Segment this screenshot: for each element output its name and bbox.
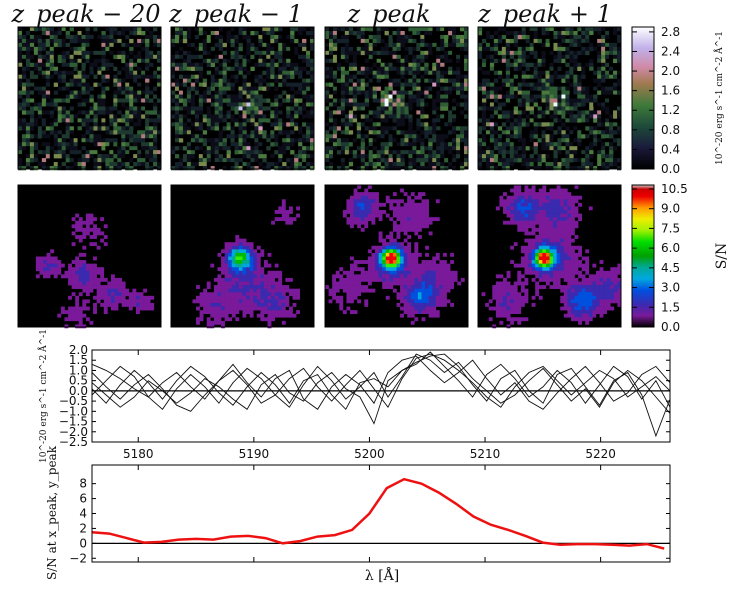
flux-map-2 xyxy=(170,26,315,171)
cb-sn-tick-label-0: 0.0 xyxy=(661,320,680,334)
spectra-ytick-0: 2.0 xyxy=(69,343,88,357)
colorbar-flux-ticks: 0.0 0.4 0.8 1.2 1.6 2.0 2.4 2.8 xyxy=(632,25,680,176)
spectra-ytick-3: 0.5 xyxy=(69,374,88,388)
sn-map-3 xyxy=(324,184,469,328)
sn-map-4 xyxy=(477,184,622,329)
spectra-xtick-4: 5220 xyxy=(585,447,616,461)
spectra-panel: 2.01.51.00.50.0−0.5−1.0−1.5−2.0−2.5 5180 5… xyxy=(59,343,671,461)
cb-flux-tick-label-3: 1.2 xyxy=(661,103,680,117)
spectra-xtick-0: 5180 xyxy=(123,447,154,461)
spectra-ytick-8: −2.0 xyxy=(59,425,88,439)
spectra-ytick-1: 1.5 xyxy=(69,353,88,367)
sn-ytick-5: 8 xyxy=(79,477,87,491)
title-col-1: z_peak − 20 xyxy=(11,0,161,28)
cb-flux-tick-label-0: 0.0 xyxy=(661,162,680,176)
spectra-ytick-2: 1.0 xyxy=(69,363,88,377)
title-col-4: z_peak + 1 xyxy=(477,0,612,28)
spectra-ylabel: 10^-20 erg s^-1 cm^-2 Å^-1 xyxy=(37,329,49,463)
spectrum-series-4 xyxy=(91,355,671,412)
x-axis-label: λ [Å] xyxy=(365,566,399,584)
spectrum-series-1 xyxy=(91,353,671,409)
flux-map-row xyxy=(17,26,622,171)
sn-ytick-1: 0 xyxy=(79,536,87,550)
cb-flux-tick-label-1: 0.4 xyxy=(661,142,680,156)
cb-flux-tick-label-6: 2.4 xyxy=(661,44,680,58)
spectra-ytick-4: 0.0 xyxy=(69,384,88,398)
spectra-ytick-9: −2.5 xyxy=(59,435,88,449)
cb-sn-tick-label-7: 10.5 xyxy=(661,182,688,196)
colorbar-flux-label: 10^-20 erg s^-1 cm^-2 Å^-1 xyxy=(713,31,725,165)
cb-sn-tick-label-3: 4.5 xyxy=(661,261,680,275)
flux-map-3 xyxy=(324,26,469,171)
sn-map-row xyxy=(17,184,622,329)
cb-flux-tick-label-7: 2.8 xyxy=(661,25,680,39)
sn-ytick-4: 6 xyxy=(79,492,87,506)
sn-map-1 xyxy=(17,184,162,329)
flux-map-4 xyxy=(477,26,622,171)
colorbar-sn-label: S/N xyxy=(714,243,730,270)
cb-sn-tick-label-4: 6.0 xyxy=(661,241,680,255)
cb-sn-tick-label-5: 7.5 xyxy=(661,221,680,235)
spectra-xtick-2: 5200 xyxy=(354,447,385,461)
spectra-ytick-5: −0.5 xyxy=(59,394,88,408)
sn-spectrum-line xyxy=(91,477,665,550)
sn-ytick-3: 4 xyxy=(79,507,87,521)
cb-sn-tick-label-1: 1.5 xyxy=(661,300,680,314)
cb-sn-tick-label-2: 3.0 xyxy=(661,281,680,295)
spectra-ytick-7: −1.5 xyxy=(59,415,88,429)
sn-ytick-2: 2 xyxy=(79,521,87,535)
spectrum-series-5 xyxy=(91,351,671,411)
title-col-3: z_peak xyxy=(346,0,430,28)
cb-flux-tick-label-5: 2.0 xyxy=(661,64,680,78)
colorbar-flux xyxy=(631,26,655,170)
spectrum-series-2 xyxy=(91,353,671,438)
sn-ytick-0: −2 xyxy=(69,551,87,565)
spectra-xtick-1: 5190 xyxy=(239,447,270,461)
title-col-2: z_peak − 1 xyxy=(168,0,303,28)
spectra-xtick-3: 5210 xyxy=(470,447,501,461)
sn-map-2 xyxy=(170,184,315,329)
colorbar-sn xyxy=(631,184,655,328)
cb-flux-tick-label-2: 0.8 xyxy=(661,123,680,137)
sn-spectrum-frame xyxy=(91,464,671,563)
cb-flux-tick-label-4: 1.6 xyxy=(661,84,680,98)
flux-map-1 xyxy=(17,26,162,171)
spectra-ytick-6: −1.0 xyxy=(59,404,88,418)
cb-sn-tick-label-6: 9.0 xyxy=(661,202,680,216)
sn-spectrum-ylabel: S/N at x_peak, y_peak xyxy=(45,445,59,580)
colorbar-sn-ticks: 0.0 1.5 3.0 4.5 6.0 7.5 9.0 10.5 xyxy=(632,182,688,334)
spectra-frame xyxy=(91,349,671,443)
spectrum-series-3 xyxy=(91,353,671,414)
